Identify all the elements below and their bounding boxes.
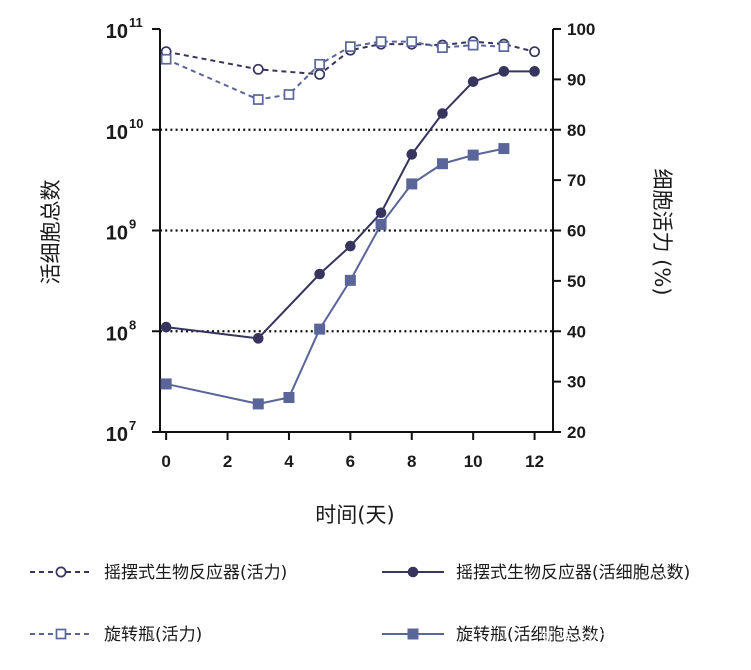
- left-tick-label-11: 10: [106, 21, 128, 43]
- left-tick-label-7: 10: [106, 424, 128, 446]
- series-3-point-7: [436, 158, 448, 170]
- legend: 摇摆式生物反应器(活力) 摇摆式生物反应器(活细胞总数) 旋转瓶(活力) 旋转瓶(活细…: [30, 563, 690, 645]
- series-3-point-2: [283, 392, 295, 404]
- series-0-line: [165, 40, 535, 76]
- series-1: [160, 66, 540, 344]
- series-1-line: [166, 70, 535, 340]
- left-tick-exp-10: 10: [129, 116, 143, 131]
- x-tick-label-12: 12: [525, 452, 544, 471]
- series-3-point-5: [375, 218, 387, 230]
- series-1-point-2: [314, 268, 325, 280]
- series-1-point-6: [437, 108, 448, 119]
- legend-item-2: 旋转瓶(活力): [30, 625, 202, 645]
- gridlines: [160, 128, 553, 333]
- series-2-point-1: [252, 94, 264, 105]
- right-tick-label-50: 50: [567, 272, 586, 291]
- left-tick-label-10: 10: [106, 122, 128, 144]
- left-tick-exp-8: 8: [129, 317, 136, 332]
- series-1-point-3: [345, 240, 356, 252]
- right-tick-label-80: 80: [567, 121, 586, 140]
- series-1-point-5: [406, 149, 418, 160]
- right-tick-label-100: 100: [567, 20, 595, 39]
- series-0-point-2: [314, 68, 326, 80]
- series-1-point-7: [467, 76, 479, 87]
- left-tick-exp-7: 7: [129, 418, 136, 433]
- right-tick-label-40: 40: [567, 322, 586, 341]
- legend-label-3: 旋转瓶(活细胞总数): [456, 625, 605, 645]
- x-axis-title: 时间(天): [315, 503, 394, 527]
- legend-marker-1: [407, 566, 419, 578]
- left-tick-label-8: 10: [106, 323, 128, 345]
- series-3-point-3: [314, 323, 326, 335]
- series-1-point-4: [375, 207, 387, 219]
- legend-label-0: 摇摆式生物反应器(活力): [104, 563, 287, 583]
- series-1-point-1: [252, 333, 264, 344]
- series-2: [160, 36, 510, 105]
- legend-label-1: 摇摆式生物反应器(活细胞总数): [456, 563, 690, 583]
- series-3-point-6: [406, 178, 418, 190]
- series-3-line: [165, 147, 505, 405]
- series-1-point-0: [160, 321, 172, 333]
- series-2-point-3: [314, 58, 326, 70]
- x-tick-label-0: 0: [161, 452, 170, 471]
- series-2-point-6: [406, 36, 418, 47]
- watermark: 知乎 @优宁维生物: [540, 629, 681, 649]
- series-3-point-9: [498, 143, 510, 155]
- series-2-point-8: [467, 39, 479, 51]
- series-3-point-4: [344, 274, 356, 286]
- right-tick-label-20: 20: [567, 423, 586, 442]
- x-tick-label-10: 10: [464, 452, 483, 471]
- series-1-point-8: [498, 66, 510, 77]
- series-0-point-9: [529, 46, 541, 58]
- series-2-point-2: [283, 89, 295, 100]
- right-tick-label-60: 60: [567, 222, 586, 241]
- series-0-point-1: [252, 63, 264, 75]
- left-tick-exp-11: 11: [129, 15, 143, 30]
- left-axis-title: 活细胞总数: [39, 180, 63, 285]
- series-2-point-9: [498, 41, 510, 52]
- legend-item-3: 旋转瓶(活细胞总数): [382, 625, 605, 645]
- series-3-point-0: [160, 378, 172, 390]
- left-tick-exp-9: 9: [129, 217, 136, 232]
- x-tick-label-8: 8: [407, 452, 416, 471]
- x-tick-label-2: 2: [223, 452, 232, 471]
- right-tick-label-30: 30: [567, 373, 586, 392]
- series-3: [160, 143, 510, 410]
- right-tick-label-90: 90: [567, 70, 586, 89]
- legend-marker-0: [55, 566, 67, 578]
- x-tick-label-6: 6: [346, 452, 355, 471]
- right-tick-label-70: 70: [567, 171, 586, 190]
- series-2-point-7: [437, 42, 448, 53]
- legend-marker-3: [407, 628, 419, 640]
- legend-label-2: 旋转瓶(活力): [104, 625, 202, 645]
- legend-marker-2: [55, 628, 67, 640]
- legend-item-0: 摇摆式生物反应器(活力): [30, 563, 287, 583]
- legend-item-1: 摇摆式生物反应器(活细胞总数): [382, 563, 690, 583]
- series-3-point-1: [252, 398, 264, 410]
- series-1-point-9: [529, 66, 540, 77]
- series-3-point-8: [467, 149, 479, 161]
- series-2-line: [165, 40, 504, 101]
- x-tick-label-4: 4: [284, 452, 294, 471]
- left-tick-label-9: 10: [106, 223, 128, 245]
- series-layer: [160, 36, 541, 410]
- right-axis-title: 细胞活力 (%): [650, 168, 674, 295]
- series-2-point-0: [160, 53, 172, 65]
- series-2-point-5: [375, 36, 387, 47]
- series-2-point-4: [345, 41, 356, 52]
